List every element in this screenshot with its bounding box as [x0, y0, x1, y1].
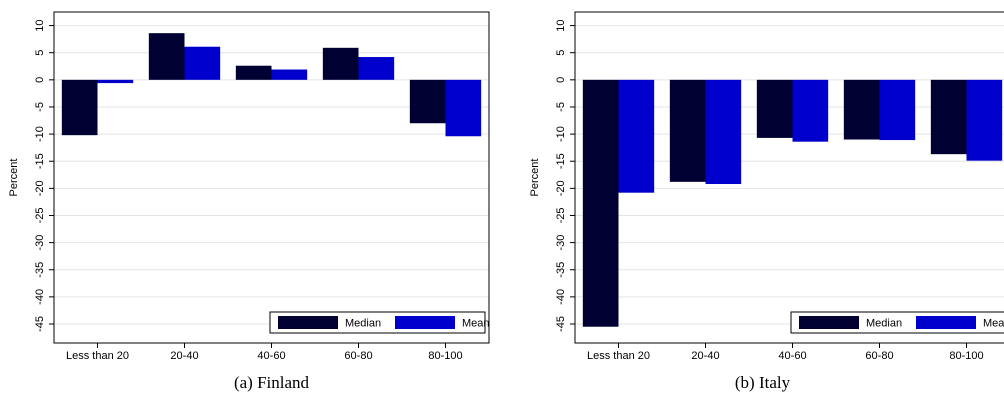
bar [582, 79, 619, 327]
y-tick-label: -20 [34, 180, 46, 196]
bar [148, 33, 185, 80]
y-tick-label: -35 [555, 262, 567, 278]
y-tick-label: -45 [34, 316, 46, 332]
bar [966, 79, 1003, 161]
y-tick-label: 10 [555, 19, 567, 31]
plot-frame [53, 11, 490, 344]
bar [271, 69, 308, 80]
legend-swatch [799, 316, 859, 329]
y-tick-label: -40 [555, 289, 567, 305]
x-tick-label: 80-100 [949, 350, 983, 362]
y-tick-label: 10 [34, 19, 46, 31]
bar [705, 79, 742, 185]
x-tick-label: 60-80 [344, 350, 372, 362]
caption: (b) Italy [735, 373, 791, 392]
y-axis-label: Percent [8, 159, 20, 197]
plot-frame [574, 11, 1004, 344]
y-tick-label: -5 [34, 102, 46, 112]
legend-swatch [278, 316, 338, 329]
y-tick-label: -40 [34, 289, 46, 305]
x-tick-label: 20-40 [170, 350, 198, 362]
y-tick-label: 5 [555, 50, 567, 56]
x-tick-label: Less than 20 [66, 350, 129, 362]
y-tick-label: -30 [34, 235, 46, 251]
bar [618, 79, 655, 193]
bar [184, 46, 221, 80]
bar [235, 65, 272, 80]
x-tick-label: 40-60 [257, 350, 285, 362]
bar [409, 79, 446, 124]
bar [97, 79, 134, 84]
legend-swatch [916, 316, 976, 329]
bar [792, 79, 829, 142]
y-axis-label: Percent [529, 159, 541, 197]
bar [669, 79, 706, 182]
bar [756, 79, 793, 138]
legend-label: Median [866, 317, 902, 329]
y-tick-label: -30 [555, 235, 567, 251]
bar [930, 79, 967, 155]
y-tick-label: -10 [555, 126, 567, 142]
y-tick-label: -35 [34, 262, 46, 278]
y-tick-label: -20 [555, 180, 567, 196]
y-tick-label: -5 [555, 102, 567, 112]
x-tick-label: 60-80 [865, 350, 893, 362]
bar [358, 57, 395, 80]
y-tick-label: 5 [34, 50, 46, 56]
bar [445, 79, 482, 137]
bar [322, 47, 359, 80]
legend-label: Mean [462, 317, 490, 329]
x-tick-label: 20-40 [691, 350, 719, 362]
y-tick-label: -15 [34, 153, 46, 169]
legend-label: Median [345, 317, 381, 329]
y-tick-label: 0 [555, 77, 567, 83]
y-tick-label: -25 [34, 208, 46, 224]
bar [879, 79, 916, 141]
bar [61, 79, 98, 136]
x-tick-label: Less than 20 [587, 350, 650, 362]
y-tick-label: -10 [34, 126, 46, 142]
legend-label: Mean [983, 317, 1004, 329]
bar [843, 79, 880, 140]
y-tick-label: -45 [555, 316, 567, 332]
x-tick-label: 40-60 [778, 350, 806, 362]
caption: (a) Finland [234, 373, 310, 392]
y-tick-label: -15 [555, 153, 567, 169]
y-tick-label: 0 [34, 77, 46, 83]
legend-swatch [395, 316, 455, 329]
x-tick-label: 80-100 [428, 350, 462, 362]
y-tick-label: -25 [555, 208, 567, 224]
